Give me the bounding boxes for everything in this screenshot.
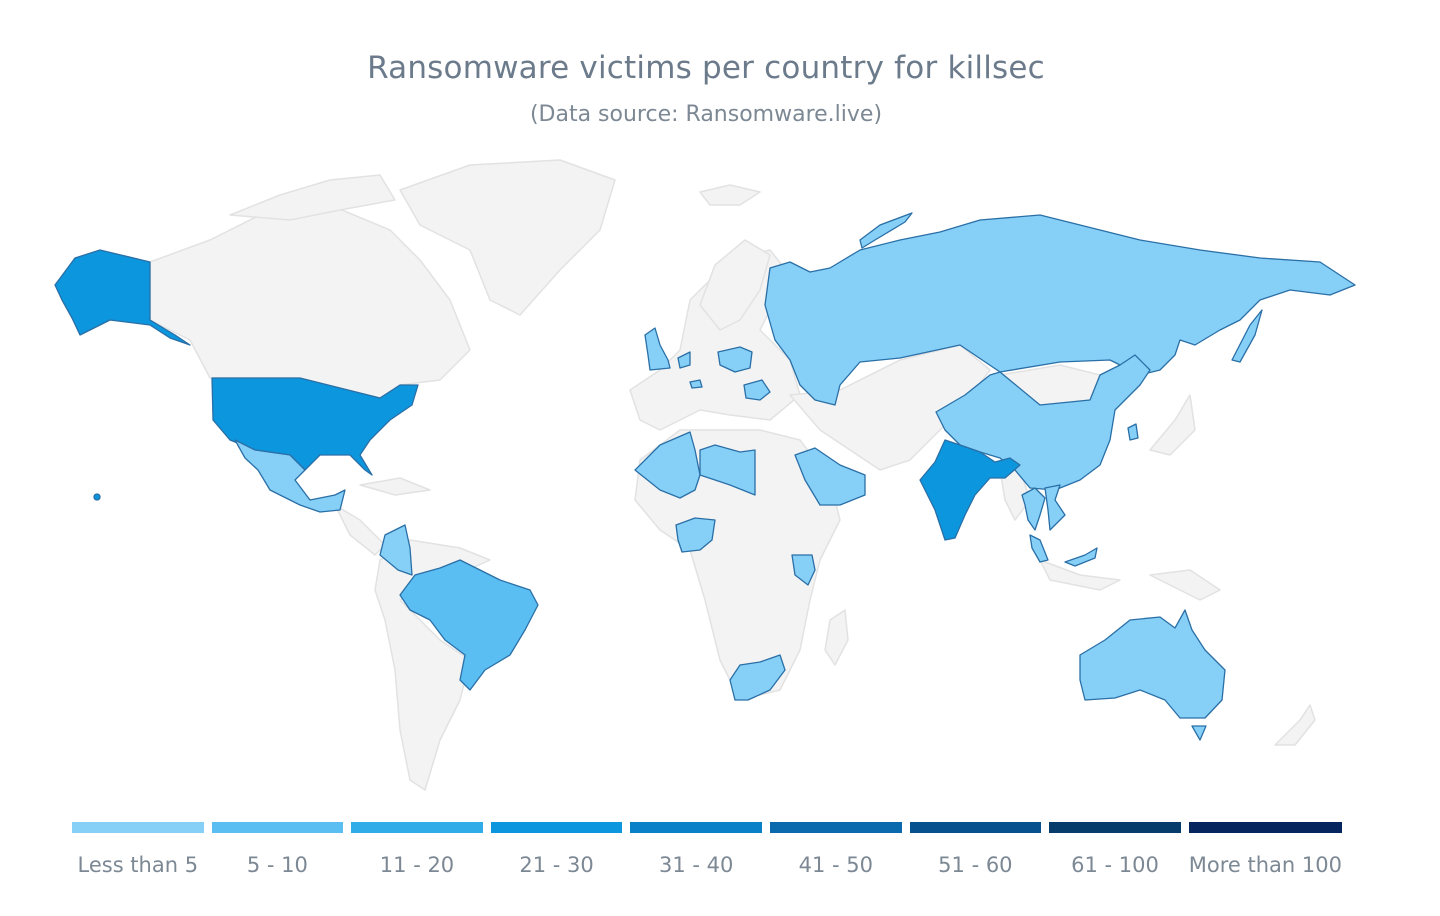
country-thailand[interactable] (1021, 487, 1046, 531)
country-united-states-alaska[interactable] (54, 249, 191, 346)
world-map (0, 140, 1440, 800)
legend-swatch (72, 822, 204, 833)
country-switzerland[interactable] (689, 379, 703, 389)
legend-swatch (630, 822, 762, 833)
legend-item-more-than-100[interactable]: More than 100 (1188, 822, 1342, 877)
country-brazil[interactable] (399, 559, 539, 691)
country-nigeria[interactable] (675, 517, 716, 553)
country-malaysia[interactable] (1029, 534, 1049, 563)
legend: Less than 5 5 - 10 11 - 20 21 - 30 31 - … (72, 822, 1342, 877)
legend-item-21-30[interactable]: 21 - 30 (490, 822, 623, 877)
legend-item-5-10[interactable]: 5 - 10 (211, 822, 344, 877)
country-kenya[interactable] (791, 554, 816, 586)
country-poland[interactable] (717, 346, 753, 373)
highlighted-countries (54, 212, 1356, 741)
legend-swatch (909, 822, 1042, 833)
legend-item-31-40[interactable]: 31 - 40 (630, 822, 762, 877)
legend-item-41-50[interactable]: 41 - 50 (769, 822, 902, 877)
country-malaysia-borneo[interactable] (1064, 547, 1098, 567)
legend-swatch (490, 822, 623, 833)
country-russia[interactable] (764, 214, 1356, 406)
country-australia-tasmania[interactable] (1191, 725, 1207, 741)
legend-swatch (1049, 822, 1181, 833)
legend-item-61-100[interactable]: 61 - 100 (1049, 822, 1181, 877)
country-netherlands[interactable] (677, 351, 691, 369)
legend-label: 41 - 50 (798, 853, 873, 877)
no-data-land (149, 159, 1316, 791)
country-vietnam[interactable] (1044, 484, 1066, 531)
chart-subtitle: (Data source: Ransomware.live) (529, 102, 883, 127)
legend-label: 21 - 30 (519, 853, 594, 877)
country-china[interactable] (935, 354, 1151, 491)
country-colombia[interactable] (379, 524, 413, 576)
country-mexico[interactable] (234, 439, 346, 513)
legend-swatch (211, 822, 344, 833)
country-australia[interactable] (1079, 609, 1226, 719)
legend-label: 5 - 10 (246, 853, 308, 877)
country-south-korea[interactable] (1127, 423, 1139, 441)
country-russia-novaya-zemlya[interactable] (859, 212, 913, 249)
country-india[interactable] (919, 439, 1021, 541)
legend-label: Less than 5 (77, 853, 199, 877)
legend-swatch (351, 822, 483, 833)
country-south-africa[interactable] (729, 654, 786, 701)
legend-label: 31 - 40 (658, 853, 734, 877)
legend-label: 51 - 60 (938, 853, 1013, 877)
country-romania[interactable] (743, 379, 771, 401)
country-united-kingdom[interactable] (644, 327, 671, 371)
legend-label: 11 - 20 (379, 853, 455, 877)
legend-swatch (1188, 822, 1342, 833)
country-russia-sakhalin[interactable] (1231, 309, 1263, 363)
country-united-states-hawaii[interactable] (93, 493, 101, 501)
legend-label: 61 - 100 (1071, 853, 1159, 877)
country-libya[interactable] (699, 444, 756, 496)
legend-label: More than 100 (1188, 853, 1342, 877)
chart-title: Ransomware victims per country for kills… (367, 50, 1045, 86)
legend-item-51-60[interactable]: 51 - 60 (909, 822, 1042, 877)
legend-item-11-20[interactable]: 11 - 20 (351, 822, 483, 877)
country-saudi-arabia[interactable] (794, 447, 866, 506)
legend-swatch (769, 822, 902, 833)
legend-item-less-than-5[interactable]: Less than 5 (72, 822, 204, 877)
